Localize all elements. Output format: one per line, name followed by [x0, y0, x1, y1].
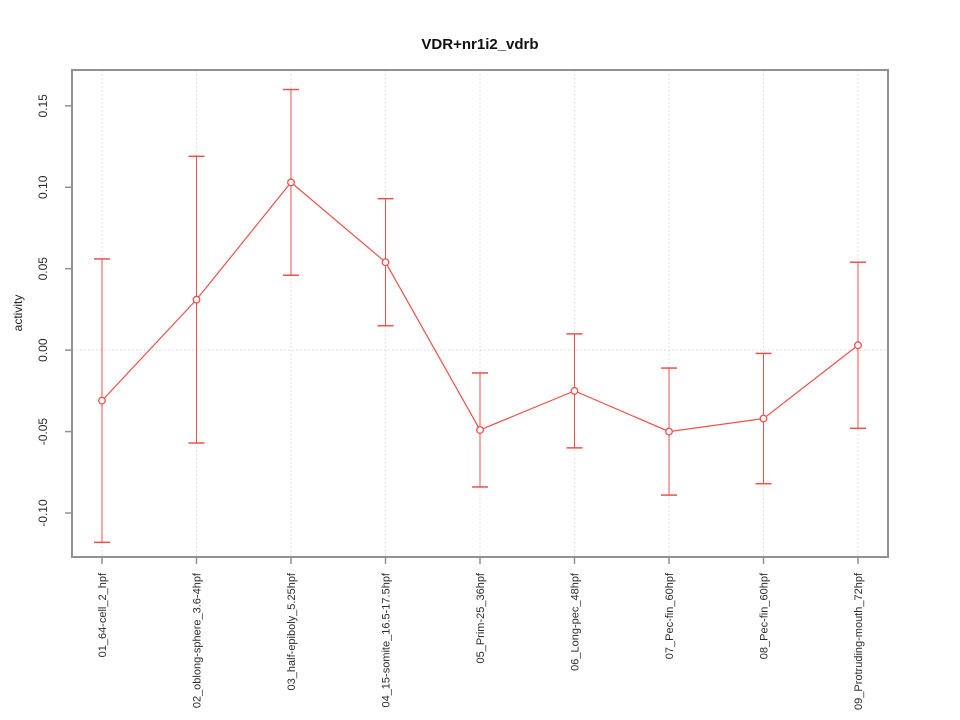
x-tick-label: 04_15-somite_16.5-17.5hpf	[381, 572, 393, 707]
y-tick-label: 0.10	[36, 175, 50, 199]
x-tick-label: 08_Pec-fin_60hpf	[759, 572, 771, 659]
data-point	[192, 295, 201, 304]
x-tick-label: 03_half-epiboly_5.25hpf	[286, 572, 298, 690]
y-tick-label: -0.10	[36, 499, 50, 527]
data-point	[570, 386, 579, 395]
x-tick-label: 05_Prim-25_36hpf	[475, 572, 487, 663]
x-tick-label: 09_Protruding-mouth_72hpf	[853, 572, 865, 710]
y-tick-label: 0.05	[36, 257, 50, 281]
y-tick-label: 0.15	[36, 94, 50, 118]
chart-title: VDR+nr1i2_vdrb	[421, 36, 538, 53]
y-axis-title: activity	[11, 295, 25, 332]
data-point	[476, 426, 484, 434]
data-point	[759, 414, 768, 423]
data-point	[287, 178, 295, 187]
x-tick-label: 02_oblong-sphere_3.6-4hpf	[192, 572, 204, 708]
y-tick-label: -0.05	[36, 418, 50, 446]
data-point	[854, 341, 862, 350]
y-tick-label: 0.00	[36, 338, 50, 362]
data-point	[98, 396, 106, 405]
x-tick-label: 07_Pec-fin_60hpf	[664, 572, 676, 659]
x-tick-label: 01_64-cell_2_hpf	[97, 572, 109, 657]
x-tick-label: 06_Long-pec_48hpf	[570, 572, 582, 671]
data-point	[665, 427, 673, 436]
plot-area: -0.10 -0.05 0.00 0.05 0.10 0.15 01_64-cell_2_h…	[36, 69, 889, 710]
data-point	[381, 258, 390, 267]
